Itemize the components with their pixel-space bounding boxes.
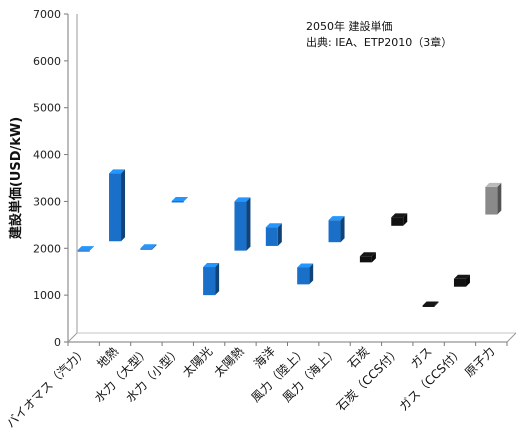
bar-front-4: [203, 267, 215, 295]
bar-12: [454, 275, 470, 287]
bar-front-9: [360, 256, 372, 262]
category-label-1: 地熱: [94, 344, 121, 371]
bar-side-4: [215, 263, 219, 295]
category-label-5: 太陽熱: [211, 344, 247, 380]
y-tick-label-6: 6000: [33, 55, 61, 68]
bar-3: [172, 197, 188, 203]
y-tick-label-7: 7000: [33, 8, 61, 21]
annotation-line-1: 2050年 建設単価: [306, 19, 393, 33]
bar-front-11: [423, 305, 435, 307]
floor-corner-edge: [68, 333, 77, 342]
bar-top-2: [140, 244, 156, 248]
bar-side-5: [246, 197, 250, 250]
category-label-0: バイオマス（汽力）: [3, 344, 90, 431]
bar-5: [234, 197, 250, 250]
bar-front-3: [172, 201, 184, 203]
y-tick-label-3: 3000: [33, 195, 61, 208]
y-tick-label-1: 1000: [33, 289, 61, 302]
bar-front-6: [266, 227, 278, 246]
bar-side-13: [497, 183, 501, 215]
floor-right-edge: [507, 333, 516, 342]
bar-front-7: [297, 267, 309, 284]
bar-front-10: [391, 217, 403, 225]
bar-9: [360, 252, 376, 262]
bar-side-8: [341, 216, 345, 242]
bar-front-13: [485, 187, 497, 215]
y-tick-label-0: 0: [54, 336, 61, 349]
bar-front-8: [329, 220, 341, 242]
axis-layer: 0 1000 2000 3000 4000 5000 6000 7000: [33, 8, 516, 349]
y-tick-label-5: 5000: [33, 102, 61, 115]
bar-2: [140, 244, 156, 250]
bar-11: [423, 301, 439, 307]
bar-top-3: [172, 197, 188, 201]
bar-front-1: [109, 173, 121, 241]
category-label-9: 石炭: [345, 344, 372, 371]
bar-front-0: [78, 250, 90, 252]
bar-top-11: [423, 301, 439, 305]
bar-6: [266, 223, 282, 246]
category-label-11: ガス: [408, 344, 435, 371]
bar-13: [485, 183, 501, 215]
bar-top-0: [78, 246, 94, 250]
bar-0: [78, 246, 94, 252]
annotation-line-2: 出典: IEA、ETP2010（3章）: [306, 35, 452, 49]
bar-7: [297, 263, 313, 284]
bar-4: [203, 263, 219, 295]
category-label-4: 太陽光: [179, 344, 215, 380]
bar-layer: [78, 169, 502, 307]
bar-front-2: [140, 248, 152, 250]
bar-front-5: [234, 201, 246, 250]
bar-side-1: [121, 169, 125, 241]
y-axis-title: 建設単価(USD/kW): [8, 117, 24, 239]
category-label-13: 原子力: [462, 344, 497, 379]
bar-1: [109, 169, 125, 241]
bar-side-6: [278, 223, 282, 246]
y-tick-label-4: 4000: [33, 149, 61, 162]
category-label-6: 海洋: [250, 344, 278, 372]
bar-front-12: [454, 279, 466, 287]
bar-8: [329, 216, 345, 242]
y-tick-label-2: 2000: [33, 242, 61, 255]
bar-10: [391, 213, 407, 225]
